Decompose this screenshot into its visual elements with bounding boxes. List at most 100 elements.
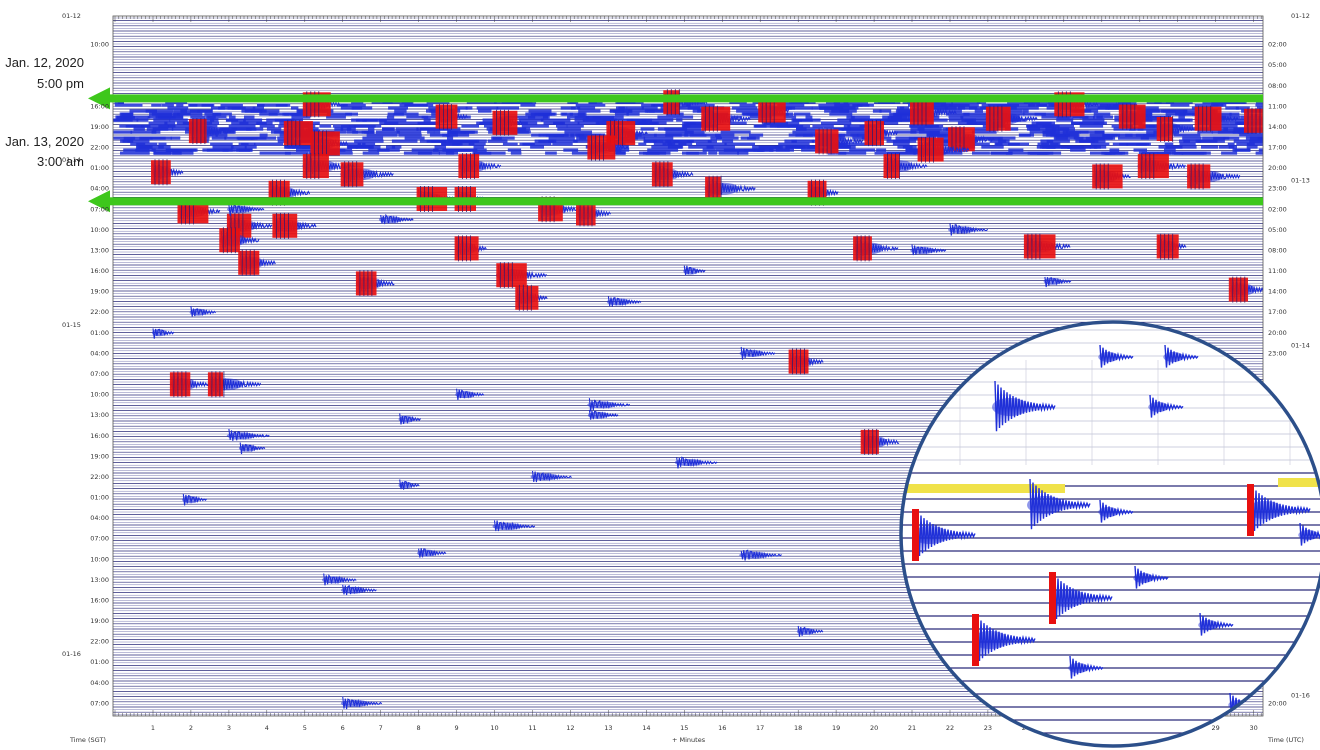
right-time-label: 08:00 bbox=[1268, 82, 1287, 90]
event-large bbox=[492, 109, 523, 136]
annotation-2-time: 3:00 am bbox=[37, 154, 84, 169]
noise-burst bbox=[1137, 106, 1159, 110]
mag-event bbox=[1098, 344, 1134, 368]
event-clip bbox=[758, 98, 786, 123]
left-time-label: 07:00 bbox=[90, 205, 109, 213]
event-envelope bbox=[417, 549, 437, 557]
left-time-label: 01:00 bbox=[90, 164, 109, 172]
noise-burst bbox=[1026, 124, 1051, 128]
noise-burst bbox=[291, 115, 311, 119]
event-clip bbox=[587, 135, 616, 160]
event-clip bbox=[169, 372, 191, 397]
noise-burst bbox=[461, 124, 479, 128]
noise-burst bbox=[684, 121, 696, 125]
right-time-label: 05:00 bbox=[1268, 61, 1287, 69]
noise-burst bbox=[935, 151, 963, 155]
noise-burst bbox=[452, 142, 461, 146]
noise-burst bbox=[739, 103, 756, 107]
event-small bbox=[238, 442, 266, 455]
noise-burst bbox=[641, 103, 655, 107]
noise-burst bbox=[917, 127, 942, 131]
event-small bbox=[341, 584, 377, 596]
noise-burst bbox=[225, 118, 246, 122]
noise-burst bbox=[496, 106, 519, 110]
event-small bbox=[417, 548, 447, 558]
noise-burst bbox=[479, 121, 497, 125]
noise-burst bbox=[164, 121, 176, 125]
noise-burst bbox=[1145, 109, 1177, 113]
noise-burst bbox=[886, 118, 902, 122]
noise-burst bbox=[250, 109, 263, 113]
noise-burst bbox=[231, 127, 257, 131]
noise-burst bbox=[1011, 106, 1039, 110]
noise-burst bbox=[686, 121, 712, 125]
noise-burst bbox=[628, 109, 649, 113]
noise-burst bbox=[720, 130, 751, 134]
left-time-label: 13:00 bbox=[90, 576, 109, 584]
noise-burst bbox=[1028, 127, 1060, 131]
noise-burst bbox=[950, 103, 970, 107]
event-clip bbox=[458, 154, 480, 179]
noise-burst bbox=[835, 151, 867, 155]
event-clip bbox=[860, 429, 879, 454]
noise-burst bbox=[552, 142, 573, 146]
noise-burst bbox=[846, 115, 855, 119]
noise-burst bbox=[931, 103, 947, 107]
noise-burst bbox=[463, 130, 478, 134]
noise-burst bbox=[411, 148, 439, 152]
event-large bbox=[1137, 153, 1186, 180]
noise-burst bbox=[382, 127, 395, 131]
x-axis-label: + Minutes bbox=[672, 736, 706, 744]
noise-burst bbox=[1179, 139, 1190, 143]
noise-burst bbox=[791, 124, 798, 128]
event-envelope bbox=[530, 473, 559, 481]
noise-burst bbox=[243, 118, 263, 122]
noise-burst bbox=[902, 145, 913, 149]
noise-burst bbox=[158, 142, 167, 146]
noise-burst bbox=[1201, 145, 1219, 149]
noise-burst bbox=[1041, 115, 1070, 119]
noise-burst bbox=[846, 130, 878, 134]
mag-event-envelope bbox=[1198, 620, 1219, 630]
event-clip bbox=[1118, 104, 1146, 129]
noise-burst bbox=[206, 148, 233, 152]
event-envelope bbox=[455, 391, 475, 399]
noise-burst bbox=[567, 115, 589, 119]
left-date-label: 01-14 bbox=[62, 156, 81, 164]
right-time-label: 20:00 bbox=[1268, 329, 1287, 337]
mag-event-envelope bbox=[1133, 573, 1154, 583]
noise-burst bbox=[563, 148, 579, 152]
noise-burst bbox=[974, 109, 983, 113]
noise-burst bbox=[679, 106, 708, 110]
event-envelope bbox=[587, 411, 609, 419]
noise-burst bbox=[872, 109, 882, 113]
event-small bbox=[398, 413, 421, 425]
event-small bbox=[455, 388, 485, 400]
noise-burst bbox=[1008, 142, 1029, 146]
mag-event bbox=[1163, 344, 1199, 368]
noise-burst bbox=[967, 121, 990, 125]
event-clip bbox=[340, 162, 364, 187]
noise-burst bbox=[1082, 118, 1105, 122]
noise-burst bbox=[929, 130, 957, 134]
left-time-label: 07:00 bbox=[90, 699, 109, 707]
noise-burst bbox=[158, 124, 176, 128]
noise-burst bbox=[487, 139, 508, 143]
event-small bbox=[530, 470, 572, 483]
right-time-label: 20:00 bbox=[1268, 699, 1287, 707]
noise-burst bbox=[892, 142, 910, 146]
noise-burst bbox=[215, 133, 228, 137]
noise-burst bbox=[545, 151, 557, 155]
event-large bbox=[788, 348, 824, 375]
event-clip bbox=[1137, 154, 1169, 179]
left-time-label: 01:00 bbox=[90, 494, 109, 502]
noise-burst bbox=[427, 130, 435, 134]
noise-burst bbox=[429, 133, 458, 137]
noise-burst bbox=[665, 133, 689, 137]
noise-burst bbox=[837, 142, 865, 146]
noise-burst bbox=[326, 112, 358, 116]
noise-burst bbox=[676, 118, 683, 122]
noise-burst bbox=[1229, 112, 1240, 116]
noise-burst bbox=[169, 118, 188, 122]
noise-burst bbox=[292, 145, 315, 149]
